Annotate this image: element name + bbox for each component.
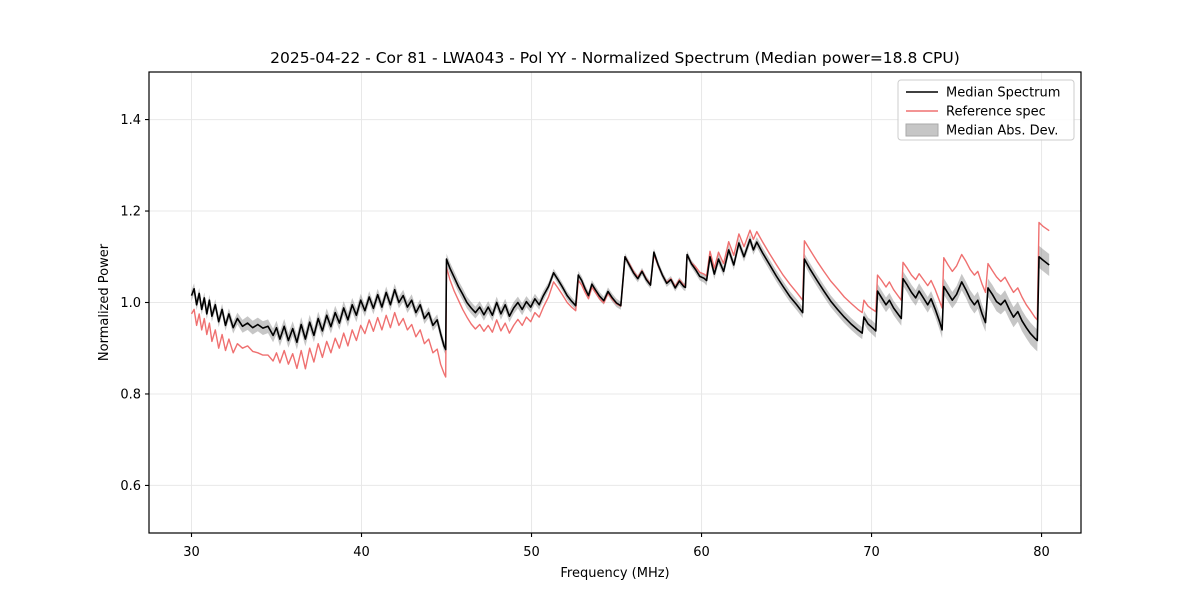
y-tick-label: 1.2 (120, 205, 141, 220)
legend-box (897, 79, 1075, 141)
x-tick-label: 30 (183, 545, 200, 560)
y-tick-label: 1.4 (120, 113, 141, 128)
x-axis-label: Frequency (MHz) (560, 566, 669, 581)
x-tick-label: 80 (1033, 545, 1050, 560)
reference-spec-line (190, 221, 1050, 378)
y-axis-label: Normalized Power (97, 243, 112, 361)
legend-entry-reference-spec: Reference spec (946, 105, 1046, 120)
legend: Median Spectrum Reference spec Median Abs.… (897, 79, 1075, 141)
x-tick-label: 50 (523, 545, 540, 560)
legend-patch-sample-gray (905, 123, 939, 137)
y-tick-label: 0.6 (120, 479, 141, 494)
chart-title: 2025-04-22 - Cor 81 - LWA043 - Pol YY - … (270, 49, 960, 67)
data-series (190, 221, 1050, 378)
legend-entry-median-abs-dev: Median Abs. Dev. (946, 124, 1058, 139)
median-spectrum-line (190, 238, 1050, 351)
y-tick-label: 1.0 (120, 296, 141, 311)
x-tick-label: 40 (353, 545, 370, 560)
x-tick-label: 60 (693, 545, 710, 560)
x-tick-label: 70 (863, 545, 880, 560)
y-tick-label: 0.8 (120, 387, 141, 402)
legend-entry-median-spectrum: Median Spectrum (946, 86, 1060, 101)
axes: 30 40 50 60 70 80 0.6 0.8 1.0 1.2 1.4 (120, 71, 1082, 560)
